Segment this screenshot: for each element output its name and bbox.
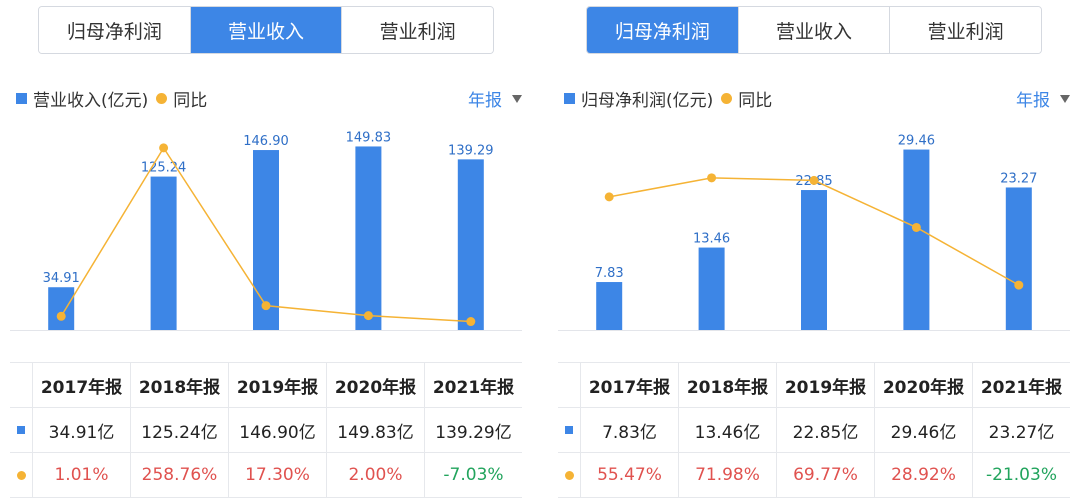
table-header-cell: 2017年报 (581, 363, 679, 407)
table-cell: 28.92% (875, 453, 973, 497)
bar-marker-square-icon (17, 426, 25, 434)
table-header-cell: 2021年报 (432, 377, 515, 398)
table-header-cell: 2019年报 (229, 363, 327, 407)
tab-revenue[interactable]: 营业收入 (190, 7, 343, 53)
bar-value-label: 139.29 (448, 143, 494, 158)
chart-legend: 归母净利润(亿元) 同比 (564, 86, 772, 111)
net-profit-panel: 归母净利润 营业收入 营业利润 归母净利润(亿元) 同比 年报 7.83 13.4… (558, 0, 1078, 499)
table-cell: 125.24亿 (131, 408, 229, 452)
line-marker-dot-icon (564, 470, 574, 480)
bar-value-label: 13.46 (693, 232, 730, 247)
caret-down-icon (1060, 94, 1070, 103)
table-cell: 71.98% (679, 453, 777, 497)
yoy-point[interactable] (56, 311, 66, 321)
bar[interactable] (457, 159, 484, 330)
chart-legend: 营业收入(亿元) 同比 (16, 86, 207, 111)
table-cell: -7.03% (443, 465, 504, 485)
revenue-panel: 归母净利润 营业收入 营业利润 营业收入(亿元) 同比 年报 34.91 125.… (10, 0, 530, 499)
bar[interactable] (903, 149, 930, 330)
table-header-cell: 2019年报 (777, 363, 875, 407)
table-row-yoy: 1.01% 258.76% 17.30% 2.00% -7.03% (10, 453, 522, 498)
caret-down-icon (512, 94, 522, 103)
table-header-cell: 2020年报 (875, 363, 973, 407)
bar-legend-label: 归母净利润(亿元) (581, 91, 714, 111)
tab-revenue[interactable]: 营业收入 (738, 7, 891, 53)
yoy-point[interactable] (604, 192, 614, 202)
bar-value-label: 149.83 (346, 130, 392, 145)
bar-value-label: 34.91 (43, 271, 80, 286)
data-table: 2017年报 2018年报 2019年报 2020年报 2021年报 34.91… (10, 362, 522, 498)
table-cell: 149.83亿 (327, 408, 425, 452)
yoy-point[interactable] (707, 173, 717, 183)
table-cell: 55.47% (581, 453, 679, 497)
data-table: 2017年报 2018年报 2019年报 2020年报 2021年报 7.83亿… (558, 362, 1070, 498)
table-cell: 22.85亿 (777, 408, 875, 452)
line-legend-dot-icon (156, 93, 168, 104)
period-select[interactable]: 年报 (1016, 86, 1070, 111)
table-cell: 13.46亿 (679, 408, 777, 452)
yoy-point[interactable] (911, 222, 921, 232)
table-header-row: 2017年报 2018年报 2019年报 2020年报 2021年报 (10, 363, 522, 408)
table-cell: 34.91亿 (33, 408, 131, 452)
table-header-cell: 2017年报 (33, 363, 131, 407)
table-header-cell: 2021年报 (980, 377, 1063, 398)
tab-operating-profit[interactable]: 营业利润 (342, 7, 493, 53)
table-cell: 17.30% (229, 453, 327, 497)
table-cell: 2.00% (327, 453, 425, 497)
period-label: 年报 (468, 91, 502, 111)
period-select[interactable]: 年报 (468, 86, 522, 111)
table-cell: 7.83亿 (581, 408, 679, 452)
table-cell: 258.76% (131, 453, 229, 497)
table-cell: 69.77% (777, 453, 875, 497)
table-cell: 139.29亿 (435, 422, 512, 443)
bar[interactable] (1005, 187, 1032, 330)
yoy-point[interactable] (261, 301, 271, 311)
table-row-values: 34.91亿 125.24亿 146.90亿 149.83亿 139.29亿 (10, 408, 522, 453)
period-label: 年报 (1016, 91, 1050, 111)
bar-value-label: 23.27 (1000, 171, 1037, 186)
table-header-cell: 2020年报 (327, 363, 425, 407)
bar-value-label: 7.83 (595, 266, 624, 281)
table-cell: 23.27亿 (988, 422, 1055, 443)
bar[interactable] (355, 146, 382, 330)
bar-value-label: 146.90 (243, 134, 289, 149)
bar-legend-label: 营业收入(亿元) (33, 91, 149, 111)
yoy-point[interactable] (363, 311, 373, 321)
yoy-point[interactable] (466, 317, 476, 327)
table-header-cell: 2018年报 (131, 363, 229, 407)
yoy-point[interactable] (159, 143, 169, 153)
table-header-cell: 2018年报 (679, 363, 777, 407)
bar[interactable] (150, 176, 177, 330)
bar-legend-square-icon (564, 93, 575, 104)
tab-net-profit[interactable]: 归母净利润 (39, 7, 191, 53)
yoy-point[interactable] (809, 175, 819, 185)
table-row-values: 7.83亿 13.46亿 22.85亿 29.46亿 23.27亿 (558, 408, 1070, 453)
bar-value-label: 29.46 (898, 134, 935, 149)
table-cell: 29.46亿 (875, 408, 973, 452)
tab-operating-profit[interactable]: 营业利润 (890, 7, 1041, 53)
bar[interactable] (48, 287, 75, 330)
line-legend-label: 同比 (173, 91, 208, 111)
line-legend-label: 同比 (738, 91, 773, 111)
table-header-row: 2017年报 2018年报 2019年报 2020年报 2021年报 (558, 363, 1070, 408)
metric-tabs: 归母净利润 营业收入 营业利润 (586, 6, 1042, 54)
bar-marker-square-icon (565, 426, 573, 434)
table-row-yoy: 55.47% 71.98% 69.77% 28.92% -21.03% (558, 453, 1070, 498)
line-legend-dot-icon (721, 93, 733, 104)
line-marker-dot-icon (16, 470, 26, 480)
bar[interactable] (596, 282, 623, 330)
bar[interactable] (698, 247, 725, 330)
tab-net-profit[interactable]: 归母净利润 (587, 7, 739, 53)
table-cell: 146.90亿 (229, 408, 327, 452)
bar-legend-square-icon (16, 93, 27, 104)
metric-tabs: 归母净利润 营业收入 营业利润 (38, 6, 494, 54)
bar[interactable] (253, 150, 279, 330)
table-cell: 1.01% (33, 453, 131, 497)
yoy-point[interactable] (1014, 280, 1024, 290)
table-cell: -21.03% (986, 465, 1057, 485)
bar[interactable] (801, 190, 827, 330)
